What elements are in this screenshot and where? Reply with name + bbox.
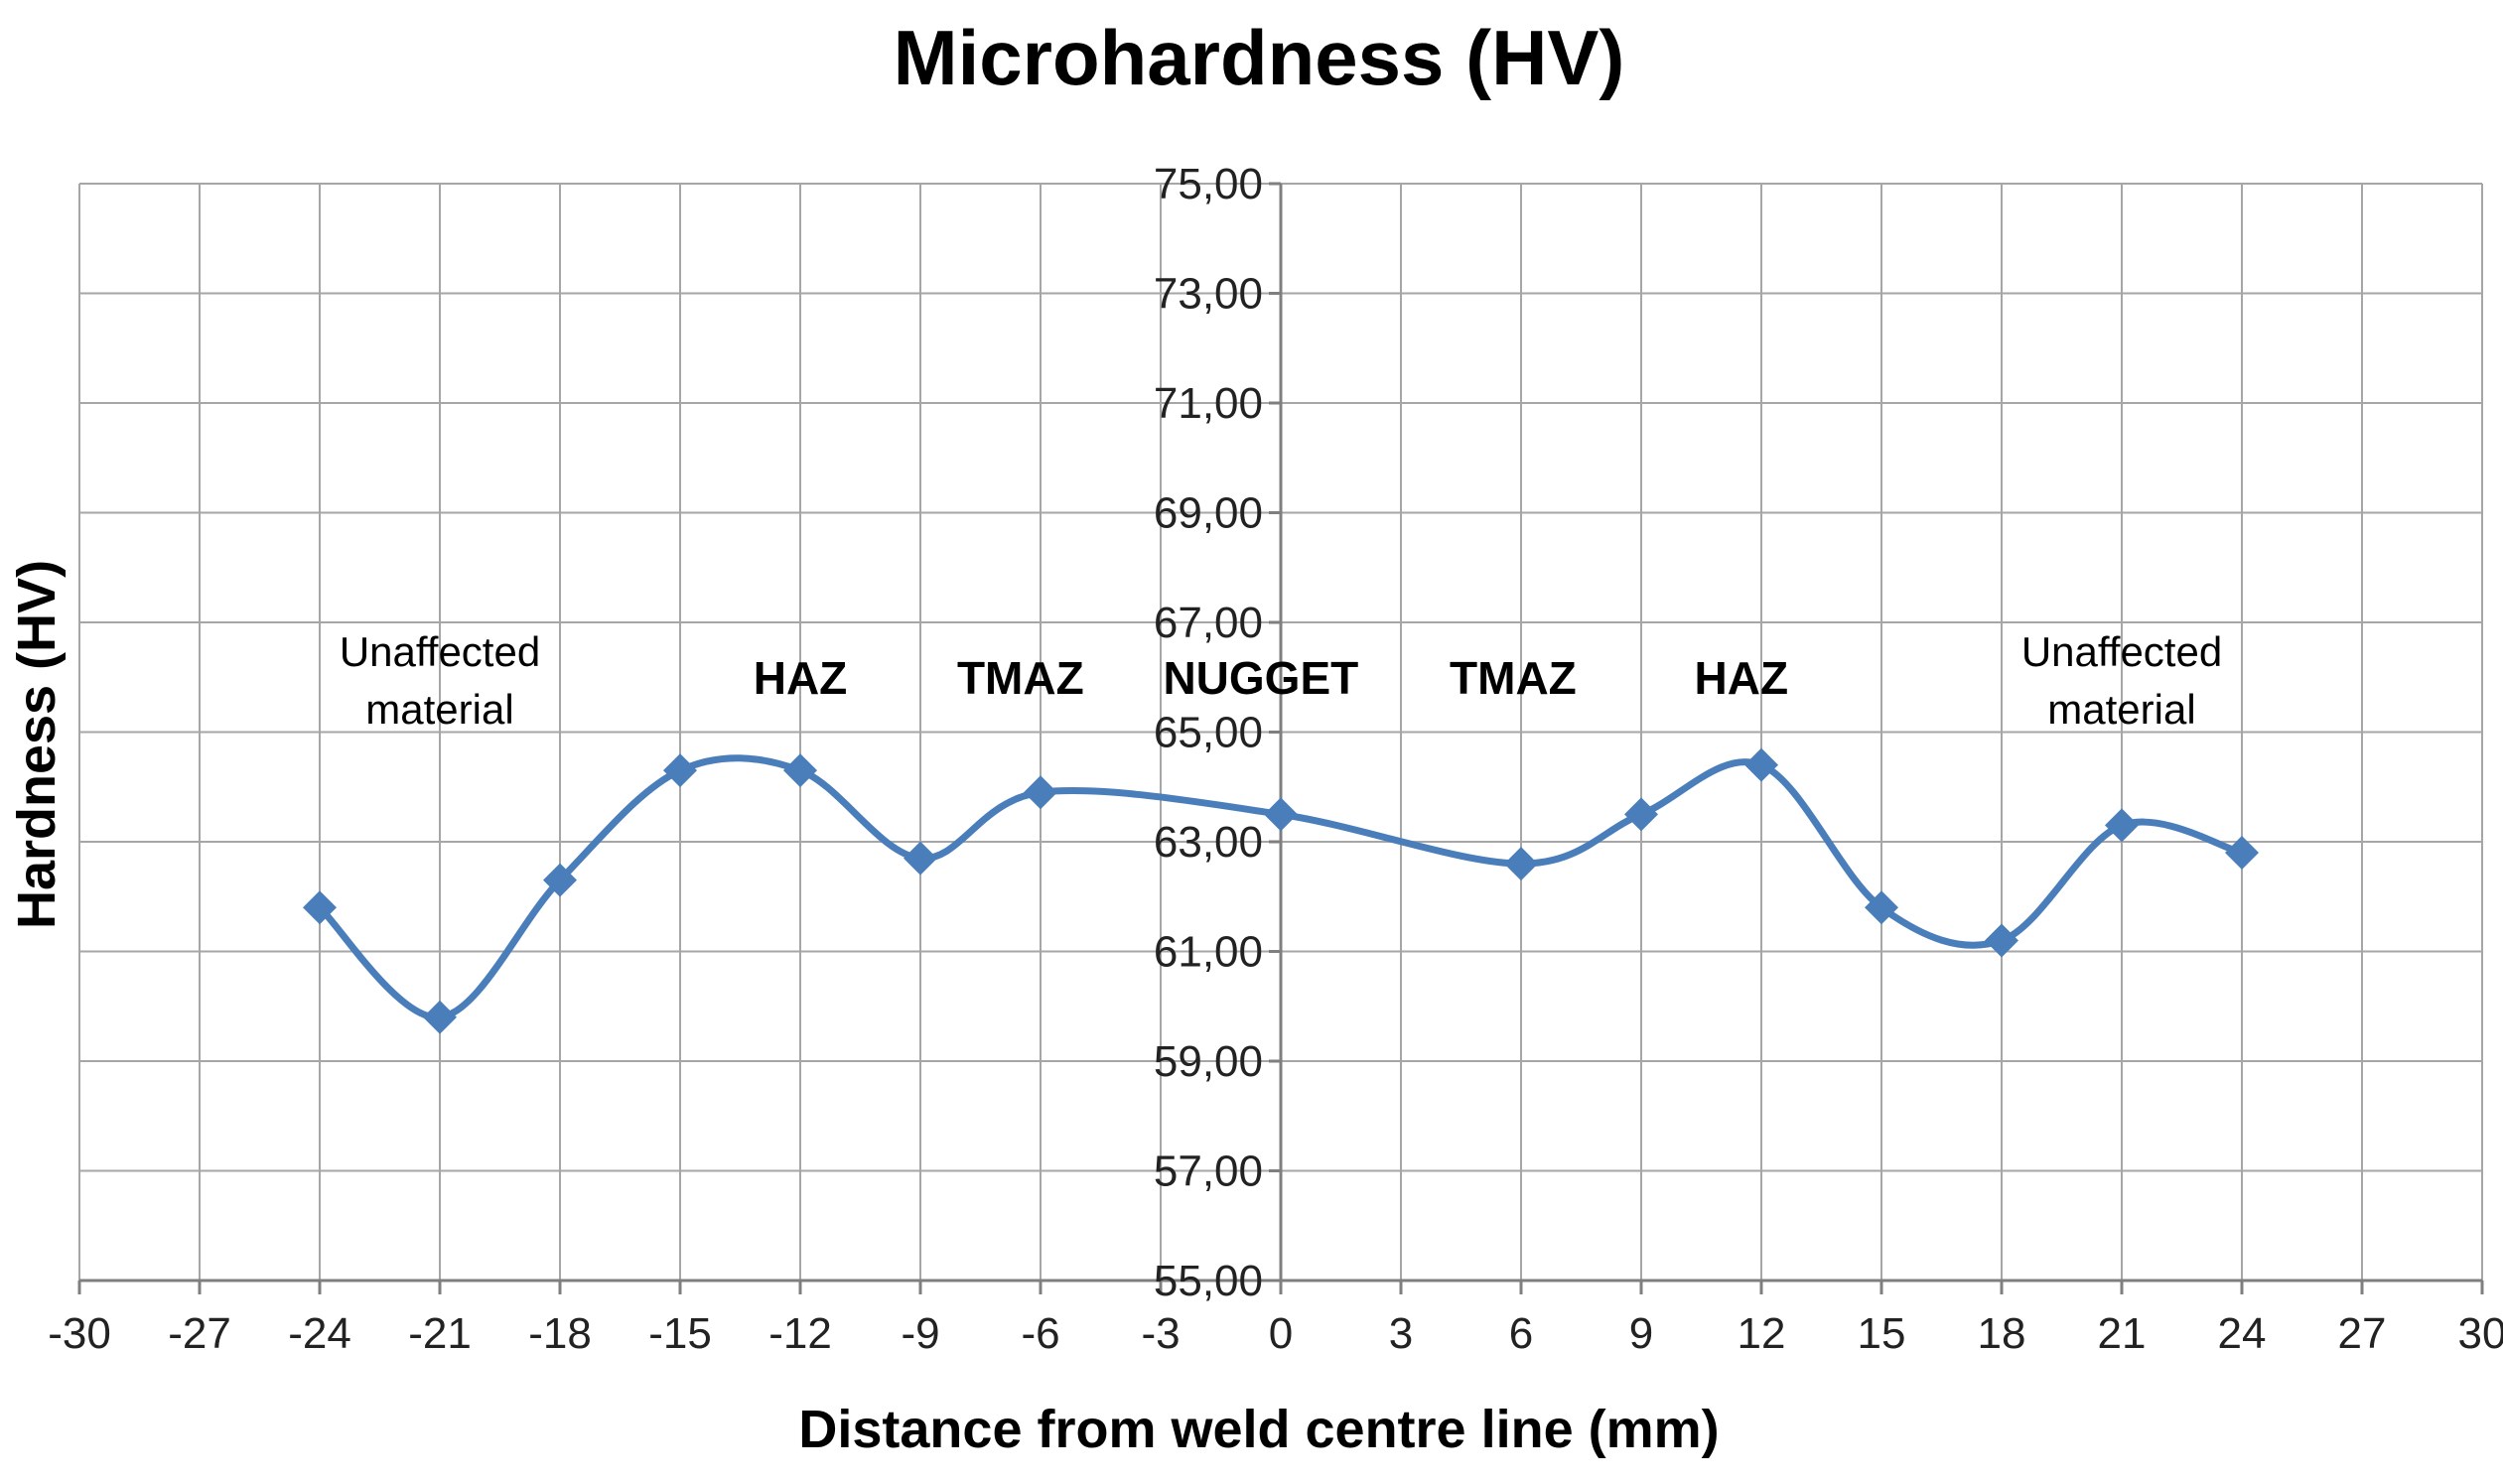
x-tick-label: 3 [1389, 1309, 1413, 1358]
y-axis-title: Hardness (HV) [7, 560, 67, 929]
x-tick-label: -21 [408, 1309, 472, 1358]
zone-label: TMAZ [1450, 652, 1577, 704]
zone-label-line: TMAZ [1450, 652, 1577, 704]
x-tick-label: -30 [48, 1309, 111, 1358]
x-tick-label: -24 [288, 1309, 351, 1358]
data-point-marker [1024, 775, 1057, 810]
y-tick-label: 67,00 [1154, 599, 1263, 647]
x-tick-label: -6 [1021, 1309, 1059, 1358]
x-tick-label: -27 [168, 1309, 231, 1358]
x-tick-labels: -30 -27 -24 -21 -18 -15 -12 -9 -6 -3 0 3 6 9 12 15 18 21 2… [48, 1309, 2503, 1358]
chart-title: Microhardness (HV) [894, 14, 1625, 101]
zone-annotations: Unaffected material HAZ TMAZ NUGGET TMAZ HAZ Un… [340, 628, 2222, 733]
data-point-marker [1504, 847, 1538, 881]
y-tick-label: 57,00 [1154, 1147, 1263, 1196]
grid [77, 182, 2484, 1294]
x-tick-label: -9 [901, 1309, 939, 1358]
zone-label-line: Unaffected [2021, 628, 2222, 675]
zone-label-line: material [2047, 686, 2195, 733]
x-tick-label: 15 [1858, 1309, 1906, 1358]
x-tick-label: 30 [2458, 1309, 2503, 1358]
y-tick-label: 71,00 [1154, 379, 1263, 428]
zone-label: TMAZ [957, 652, 1084, 704]
x-tick-label: 21 [2098, 1309, 2147, 1358]
x-tick-label: 27 [2338, 1309, 2387, 1358]
zone-label-line: HAZ [754, 652, 848, 704]
zone-label: Unaffected material [340, 628, 540, 733]
x-tick-label: 12 [1738, 1309, 1786, 1358]
data-point-marker [663, 753, 697, 788]
x-tick-label: 18 [1978, 1309, 2026, 1358]
zone-label-line: TMAZ [957, 652, 1084, 704]
data-point-marker [1264, 797, 1298, 832]
data-point-marker [904, 841, 937, 876]
data-point-marker [303, 890, 337, 925]
data-point-marker [1865, 890, 1898, 925]
x-tick-label: -15 [648, 1309, 712, 1358]
y-tick-label: 69,00 [1154, 489, 1263, 538]
y-tick-label: 55,00 [1154, 1257, 1263, 1305]
x-tick-label: -3 [1141, 1309, 1180, 1358]
data-point-marker [1985, 923, 2018, 958]
data-point-marker [783, 753, 817, 788]
data-point-marker [1624, 797, 1658, 832]
x-axis-title: Distance from weld centre line (mm) [798, 1400, 1719, 1459]
y-tick-label: 61,00 [1154, 928, 1263, 977]
zone-label-line: Unaffected [340, 628, 540, 675]
x-tick-label: -12 [768, 1309, 832, 1358]
y-tick-label: 63,00 [1154, 818, 1263, 867]
x-tick-label: 9 [1629, 1309, 1653, 1358]
zone-label-line: NUGGET [1163, 652, 1358, 704]
x-tick-label: -18 [528, 1309, 592, 1358]
series [303, 747, 2259, 1034]
x-tick-label: 24 [2218, 1309, 2267, 1358]
data-point-marker [543, 863, 577, 897]
x-tick-label: 0 [1269, 1309, 1293, 1358]
x-tick-label: 6 [1509, 1309, 1533, 1358]
data-point-marker [2105, 808, 2139, 843]
data-point-marker [423, 1000, 457, 1034]
y-tick-label: 75,00 [1154, 160, 1263, 208]
y-tick-label: 65,00 [1154, 709, 1263, 757]
zone-label-line: HAZ [1695, 652, 1789, 704]
zone-label: HAZ [754, 652, 848, 704]
data-point-marker [1744, 747, 1778, 782]
zone-label: Unaffected material [2021, 628, 2222, 733]
data-point-marker [2225, 836, 2259, 871]
zone-label: HAZ [1695, 652, 1789, 704]
y-tick-labels: 55,00 57,00 59,00 61,00 63,00 65,00 67,00 69,00… [1154, 160, 1263, 1305]
zone-label: NUGGET [1163, 652, 1358, 704]
y-tick-label: 59,00 [1154, 1037, 1263, 1086]
y-tick-label: 73,00 [1154, 270, 1263, 319]
zone-label-line: material [365, 686, 513, 733]
